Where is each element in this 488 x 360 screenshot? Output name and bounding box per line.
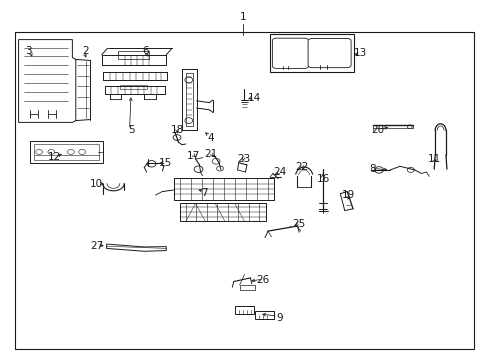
Text: 16: 16 [316, 174, 330, 184]
Text: 2: 2 [82, 46, 89, 56]
Text: 18: 18 [170, 125, 183, 135]
Text: 7: 7 [201, 188, 207, 198]
Bar [15, 32, 473, 349]
Bar [180, 203, 265, 221]
Text: 24: 24 [272, 167, 286, 177]
Text: 14: 14 [247, 93, 261, 103]
FancyBboxPatch shape [272, 38, 308, 68]
Text: 5: 5 [127, 125, 134, 135]
Text: 9: 9 [276, 312, 283, 323]
Bar [269, 34, 353, 72]
FancyBboxPatch shape [307, 39, 350, 68]
Text: 12: 12 [48, 152, 61, 162]
Text: 21: 21 [204, 149, 218, 159]
Text: 17: 17 [186, 150, 200, 161]
Text: 27: 27 [90, 240, 103, 251]
Text: 1: 1 [239, 12, 246, 22]
Polygon shape [106, 244, 166, 251]
Bar [34, 144, 99, 160]
Bar [173, 178, 273, 200]
Text: 10: 10 [90, 179, 103, 189]
Bar [120, 85, 146, 89]
Bar [118, 51, 148, 59]
Bar [30, 141, 102, 163]
Text: 20: 20 [370, 125, 383, 135]
Text: 6: 6 [142, 46, 149, 56]
Bar [234, 306, 254, 314]
Text: 4: 4 [206, 132, 213, 143]
Text: 26: 26 [256, 275, 269, 285]
Text: 23: 23 [236, 154, 250, 164]
Polygon shape [19, 40, 76, 122]
Text: 8: 8 [368, 164, 375, 174]
Text: 3: 3 [25, 46, 32, 56]
Text: 13: 13 [353, 48, 367, 58]
Bar [239, 285, 255, 290]
Text: 15: 15 [158, 158, 172, 168]
Text: 11: 11 [427, 154, 440, 164]
Text: 22: 22 [295, 162, 308, 172]
Text: 25: 25 [292, 219, 305, 229]
Text: 19: 19 [341, 190, 354, 200]
Bar [255, 311, 273, 319]
